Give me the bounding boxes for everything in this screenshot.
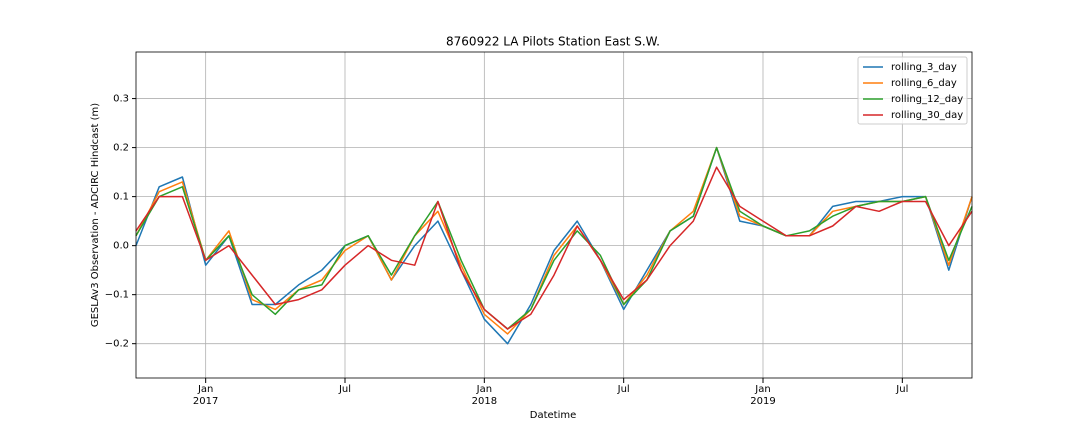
x-tick-label: Jul <box>617 384 630 395</box>
y-tick-label: 0.0 <box>113 241 129 252</box>
y-tick-label: 0.2 <box>113 143 129 154</box>
legend-label: rolling_6_day <box>891 78 957 89</box>
legend-label: rolling_3_day <box>891 62 957 73</box>
x-tick-label: Jan 2019 <box>750 384 776 407</box>
x-tick-label: Jan 2018 <box>471 384 498 407</box>
series-line <box>135 146 973 330</box>
series-line <box>135 146 973 335</box>
y-tick-label: −0.2 <box>105 339 129 350</box>
x-axis-label: Datetime <box>530 410 577 421</box>
y-tick-label: 0.1 <box>113 192 129 203</box>
y-tick-label: −0.1 <box>105 290 129 301</box>
x-tick-label: Jul <box>896 384 909 395</box>
y-tick-label: 0.3 <box>113 94 129 105</box>
axes-frame <box>135 51 973 379</box>
legend-box <box>857 56 968 125</box>
x-tick-label: Jan 2017 <box>192 384 219 407</box>
chart-title: 8760922 LA Pilots Station East S.W. <box>446 35 660 49</box>
series-line <box>135 166 973 330</box>
legend-label: rolling_12_day <box>891 94 963 105</box>
y-axis-label: GESLAv3 Observation - ADCIRC Hindcast (m… <box>90 103 101 327</box>
x-tick-label: Jul <box>338 384 352 395</box>
legend-label: rolling_30_day <box>891 110 963 121</box>
